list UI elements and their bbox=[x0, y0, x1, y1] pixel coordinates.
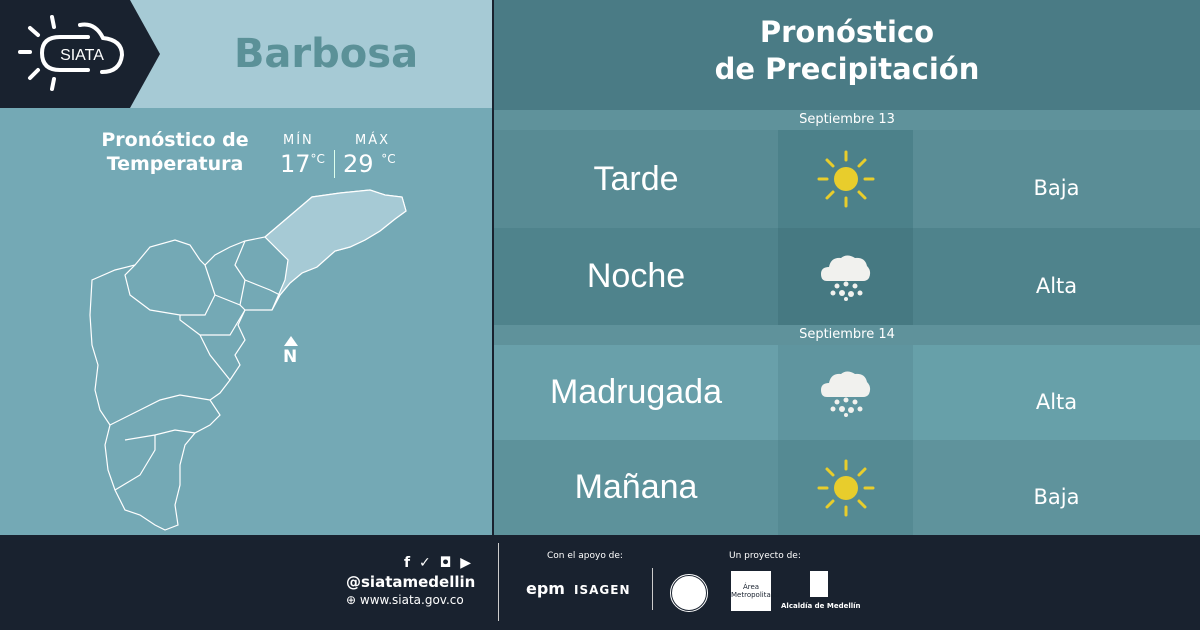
alcaldia-label: Alcaldía de Medellín bbox=[781, 602, 861, 610]
siata-logo: SIATA bbox=[0, 0, 160, 108]
precipitation-level: Baja bbox=[913, 440, 1200, 535]
period-label: Tarde bbox=[494, 130, 778, 228]
epm-logo: epm bbox=[526, 579, 565, 598]
support-label: Con el apoyo de: bbox=[547, 551, 623, 561]
social-icons[interactable]: f ✓ ◘ ▶ bbox=[404, 555, 473, 571]
north-arrow-icon bbox=[284, 336, 298, 346]
title-line: de Precipitación bbox=[714, 52, 980, 86]
precipitation-title: Pronóstico de Precipitación bbox=[494, 0, 1200, 110]
municipality-name: Barbosa bbox=[233, 31, 419, 77]
forecast-row: Madrugada Alta bbox=[494, 345, 1200, 440]
forecast-row: Tarde Baja bbox=[494, 130, 1200, 228]
footer: f ✓ ◘ ▶ @siatamedellin ⊕ www.siata.gov.c… bbox=[0, 535, 1200, 630]
divider bbox=[334, 150, 335, 178]
max-temperature: 29 °C bbox=[343, 150, 396, 178]
min-temperature: 17°C bbox=[280, 150, 325, 178]
area-metropolitana-logo: Área Metropolitana bbox=[731, 571, 779, 611]
title-line: Temperatura bbox=[106, 153, 244, 175]
max-label: MÁX bbox=[355, 133, 391, 148]
project-label: Un proyecto de: bbox=[729, 551, 801, 561]
period-label: Madrugada bbox=[494, 345, 778, 440]
precipitation-level: Alta bbox=[913, 345, 1200, 440]
precipitation-level: Alta bbox=[913, 228, 1200, 325]
forecast-row: Noche Alta bbox=[494, 228, 1200, 325]
temperature-panel bbox=[0, 108, 492, 535]
period-label: Mañana bbox=[494, 440, 778, 535]
website-link[interactable]: ⊕ www.siata.gov.co bbox=[346, 593, 464, 607]
divider bbox=[498, 543, 499, 621]
title-line: Pronóstico bbox=[759, 15, 935, 49]
municipality-map bbox=[89, 189, 407, 531]
title-line: Pronóstico de bbox=[101, 129, 249, 151]
period-label: Noche bbox=[494, 228, 778, 325]
precipitation-level: Baja bbox=[913, 130, 1200, 228]
social-handle[interactable]: @siatamedellin bbox=[346, 573, 476, 591]
antioquia-seal-logo bbox=[669, 573, 709, 613]
sun-icon bbox=[778, 130, 913, 228]
date-label: Septiembre 13 bbox=[494, 110, 1200, 130]
rain-cloud-icon bbox=[778, 228, 913, 325]
sun-icon bbox=[778, 440, 913, 535]
globe-icon: ⊕ bbox=[346, 593, 360, 607]
temperature-title: Pronóstico de Temperatura bbox=[90, 128, 260, 176]
divider bbox=[652, 568, 653, 610]
north-label: N bbox=[283, 347, 298, 367]
isagen-logo: ISAGEN bbox=[574, 583, 631, 597]
date-label: Septiembre 14 bbox=[494, 325, 1200, 345]
alcaldia-shield-logo bbox=[810, 571, 828, 597]
min-label: MÍN bbox=[283, 133, 314, 148]
sun-cloud-logo-icon: SIATA bbox=[18, 15, 125, 91]
forecast-row: Mañana Baja bbox=[494, 440, 1200, 535]
svg-text:SIATA: SIATA bbox=[60, 47, 104, 64]
rain-cloud-icon bbox=[778, 345, 913, 440]
